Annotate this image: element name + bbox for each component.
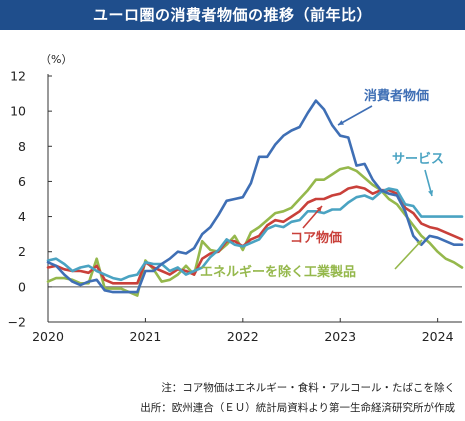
y-tick-label: 8 — [18, 139, 26, 154]
y-tick-label: 4 — [18, 209, 26, 224]
series-line-0 — [46, 99, 464, 294]
x-tick-label: 2020 — [32, 329, 64, 344]
series-label: エネルギーを除く工業製品 — [200, 264, 356, 280]
series-label: サービス — [392, 151, 444, 167]
x-tick-label: 2023 — [324, 329, 356, 344]
y-tick-label: 6 — [18, 174, 26, 189]
y-tick-label: −2 — [8, 315, 26, 330]
y-tick-label: 0 — [18, 279, 26, 294]
y-tick-label: 10 — [10, 104, 26, 119]
series-line-2 — [46, 185, 464, 285]
source-note: 出所：欧州連合（ＥＵ）統計局資料より第一生命経済研究所が作成 — [140, 402, 455, 414]
title-bar — [0, 0, 465, 30]
series-line-1 — [46, 187, 464, 282]
series-label-leader — [394, 239, 423, 270]
chart-title: ユーロ圏の消費者物価の推移（前年比） — [92, 6, 372, 24]
series-label-arrowhead — [428, 190, 434, 196]
x-tick-label: 2024 — [422, 329, 454, 344]
series-label-leader — [337, 105, 373, 126]
line-chart: （%） 12 10 8 6 4 2 0 −2 2020 2021 2022 2023 2024 消費者物価サ… — [8, 53, 464, 344]
y-tick-label: 2 — [18, 244, 26, 259]
series-label-arrowhead — [338, 120, 344, 125]
x-tick-label: 2021 — [130, 329, 162, 344]
y-tick-label: 12 — [10, 69, 26, 84]
series-label: コア物価 — [290, 230, 342, 246]
series-line-3 — [46, 166, 464, 297]
y-unit-label: （%） — [40, 53, 72, 66]
x-tick-label: 2022 — [227, 329, 259, 344]
series-label-arrowhead — [416, 240, 422, 246]
series-label: 消費者物価 — [364, 88, 429, 104]
series-label-arrowhead — [316, 206, 322, 212]
footnote: 注：コア物価はエネルギー・食料・アルコール・たばこを除く — [161, 382, 455, 394]
